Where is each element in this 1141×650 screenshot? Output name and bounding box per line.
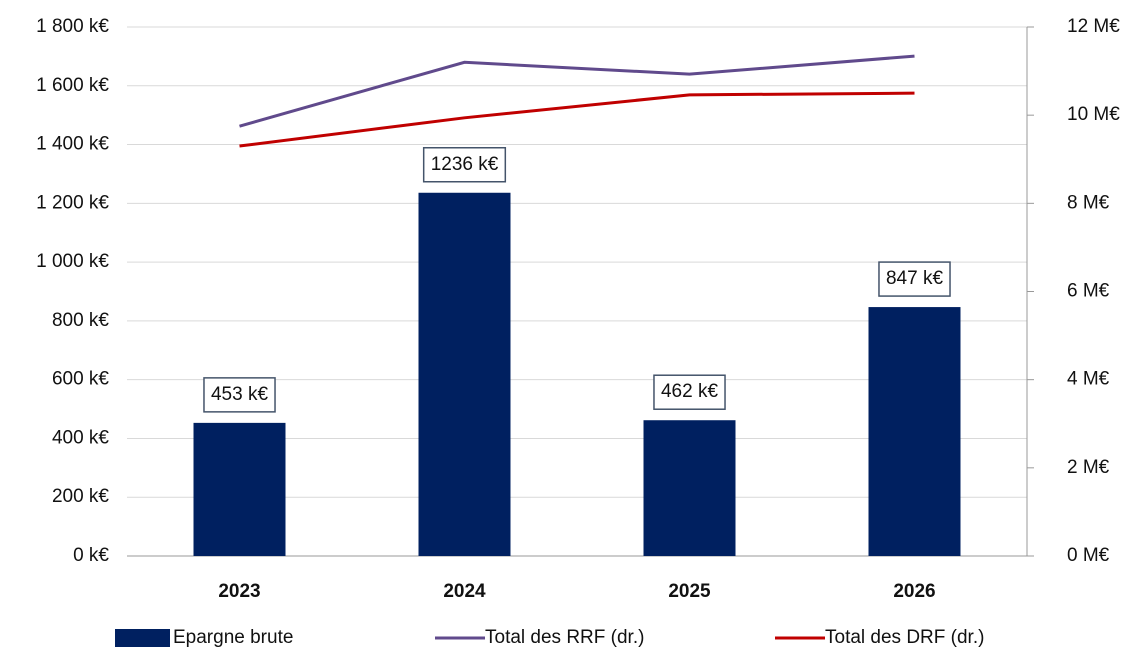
value-label-box: [422, 147, 507, 183]
y-tick-label: 200 k€: [52, 486, 109, 507]
x-tick-label: 2026: [893, 581, 935, 602]
value-label-box: [653, 374, 726, 410]
value-label: 1236 k€: [431, 154, 499, 175]
value-label: 453 k€: [211, 384, 268, 405]
y2-tick-label: 6 M€: [1067, 281, 1110, 302]
y-tick-label: 0 k€: [73, 545, 109, 566]
y2-tick-label: 12 M€: [1067, 16, 1120, 37]
y-tick-label: 1 600 k€: [36, 75, 109, 96]
bar: [418, 192, 511, 556]
x-tick-label: 2024: [443, 581, 486, 602]
x-tick-label: 2025: [668, 581, 711, 602]
y2-tick-label: 8 M€: [1067, 192, 1110, 213]
value-label: 847 k€: [886, 268, 943, 289]
value-label-box: [878, 261, 951, 297]
y2-tick-label: 0 M€: [1067, 545, 1110, 566]
y-tick-label: 400 k€: [52, 427, 109, 448]
legend-swatch: [115, 629, 170, 647]
y-tick-label: 1 200 k€: [36, 192, 109, 213]
line: [239, 54, 915, 128]
y2-tick-label: 2 M€: [1067, 457, 1110, 478]
bar: [643, 420, 736, 556]
legend-label: Total des RRF (dr.): [485, 627, 644, 648]
legend-label: Epargne brute: [173, 627, 293, 648]
y-tick-label: 1 800 k€: [36, 16, 109, 37]
y2-tick-label: 4 M€: [1067, 369, 1110, 390]
y-tick-label: 800 k€: [52, 310, 109, 331]
y-tick-label: 600 k€: [52, 369, 109, 390]
y-tick-label: 1 000 k€: [36, 251, 109, 272]
value-label: 462 k€: [661, 381, 718, 402]
bar: [193, 422, 286, 556]
y2-tick-label: 10 M€: [1067, 104, 1120, 125]
bar: [868, 307, 961, 556]
line: [239, 91, 915, 148]
legend-label: Total des DRF (dr.): [825, 627, 984, 648]
y-tick-label: 1 400 k€: [36, 134, 109, 155]
x-tick-label: 2023: [218, 581, 260, 602]
value-label-box: [203, 377, 276, 413]
